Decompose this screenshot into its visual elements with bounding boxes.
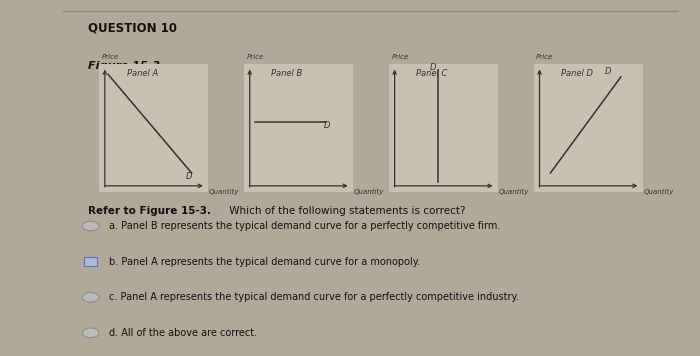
Text: Price: Price bbox=[102, 54, 119, 60]
Text: Panel A: Panel A bbox=[127, 69, 158, 78]
Text: D: D bbox=[429, 63, 436, 73]
Text: Price: Price bbox=[391, 54, 409, 60]
Text: b. Panel A represents the typical demand curve for a monopoly.: b. Panel A represents the typical demand… bbox=[109, 257, 420, 267]
Text: a. Panel B represents the typical demand curve for a perfectly competitive firm.: a. Panel B represents the typical demand… bbox=[109, 221, 500, 231]
Text: Quantity: Quantity bbox=[209, 188, 239, 194]
Text: Price: Price bbox=[246, 54, 264, 60]
Text: d. All of the above are correct.: d. All of the above are correct. bbox=[109, 328, 258, 338]
Text: QUESTION 10: QUESTION 10 bbox=[88, 21, 176, 35]
Text: Refer to Figure 15-3.: Refer to Figure 15-3. bbox=[88, 206, 211, 216]
Text: D: D bbox=[323, 121, 330, 130]
Text: Figure 15-3: Figure 15-3 bbox=[88, 61, 160, 70]
Circle shape bbox=[83, 328, 99, 337]
Text: c. Panel A represents the typical demand curve for a perfectly competitive indus: c. Panel A represents the typical demand… bbox=[109, 292, 519, 302]
Text: D: D bbox=[605, 67, 611, 76]
Circle shape bbox=[83, 221, 99, 231]
Text: Quantity: Quantity bbox=[499, 188, 529, 194]
Text: Panel D: Panel D bbox=[561, 69, 593, 78]
FancyBboxPatch shape bbox=[84, 257, 97, 266]
Text: Price: Price bbox=[536, 54, 554, 60]
Text: Quantity: Quantity bbox=[354, 188, 384, 194]
Text: Quantity: Quantity bbox=[644, 188, 674, 194]
Text: Which of the following statements is correct?: Which of the following statements is cor… bbox=[226, 206, 466, 216]
Text: Panel B: Panel B bbox=[272, 69, 302, 78]
Text: D: D bbox=[186, 172, 193, 182]
Circle shape bbox=[83, 293, 99, 302]
Text: Panel C: Panel C bbox=[416, 69, 448, 78]
